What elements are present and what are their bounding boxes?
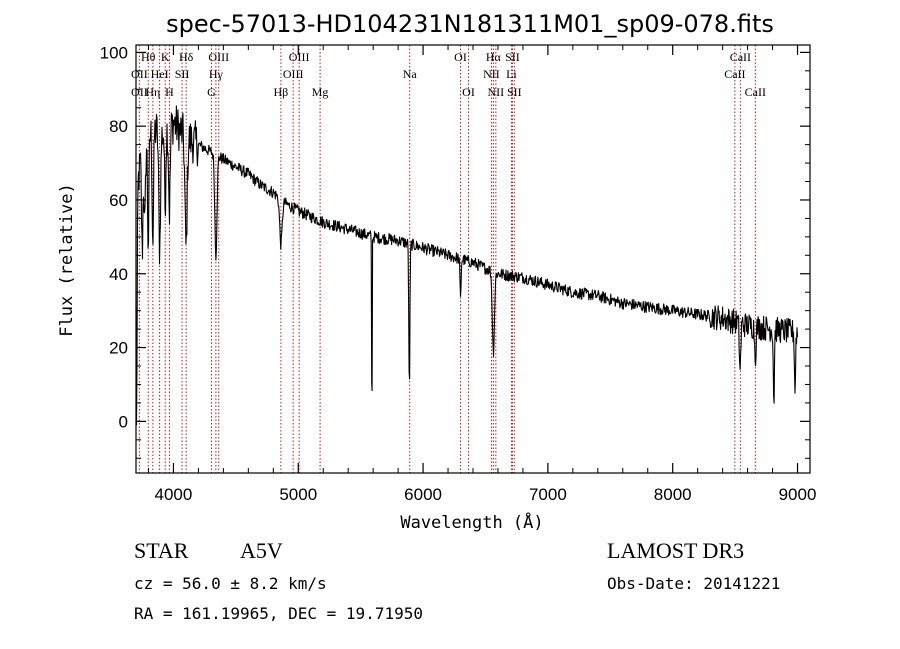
marker-label: Hη (145, 85, 160, 99)
marker-label: CaII (724, 67, 745, 81)
line-marker-group (138, 45, 756, 473)
marker-label: OIII (289, 50, 310, 64)
y-axis: 0 20 40 60 80 100 (100, 43, 810, 459)
y-tick-label: 60 (109, 191, 128, 210)
marker-label: Na (403, 67, 418, 81)
x-tick-label: 5000 (279, 485, 317, 504)
marker-label: Li (506, 67, 517, 81)
object-class: STAR (134, 538, 189, 563)
marker-label: NII (483, 67, 500, 81)
obs-date: Obs-Date: 20141221 (607, 574, 780, 593)
marker-label: Hγ (209, 67, 224, 81)
marker-label: HeI (151, 67, 169, 81)
marker-label: OIII (283, 67, 304, 81)
redshift-readout: cz = 56.0 ± 8.2 km/s (134, 574, 327, 593)
spectrum-series-line (135, 105, 799, 426)
marker-label: OIII (208, 50, 229, 64)
marker-label: Hα (486, 50, 502, 64)
x-axis-label: Wavelength (Å) (400, 511, 543, 533)
x-axis: 4000 5000 6000 7000 8000 9000 (147, 45, 817, 504)
y-tick-label: 100 (100, 43, 128, 62)
x-tick-label: 4000 (155, 485, 193, 504)
x-tick-label: 7000 (529, 485, 567, 504)
marker-label: CaII (745, 85, 766, 99)
y-axis-label: Flux (relative) (57, 183, 77, 337)
y-tick-label: 80 (109, 117, 128, 136)
y-tick-label: 20 (109, 339, 128, 358)
x-tick-label: 8000 (654, 485, 692, 504)
y-tick-label: 40 (109, 265, 128, 284)
marker-label: OII (131, 67, 148, 81)
y-tick-label: 0 (119, 412, 128, 431)
chart-title: spec-57013-HD104231N181311M01_sp09-078.f… (166, 10, 774, 38)
marker-label: Hδ (179, 50, 194, 64)
x-tick-label: 9000 (779, 485, 817, 504)
marker-label: SII (175, 67, 190, 81)
marker-label: OI (462, 85, 475, 99)
marker-label: OII (131, 85, 148, 99)
marker-label: K (161, 50, 170, 64)
marker-label: G (207, 85, 216, 99)
marker-label: Hθ (141, 50, 156, 64)
marker-label: Mg (312, 85, 329, 99)
marker-label: OI (454, 50, 467, 64)
marker-label: H (165, 85, 174, 99)
plot-frame (135, 44, 811, 474)
coordinates-readout: RA = 161.19965, DEC = 19.71950 (134, 604, 423, 623)
marker-label: SII (507, 85, 522, 99)
marker-label: SII (505, 50, 520, 64)
survey-name: LAMOST DR3 (607, 538, 744, 563)
object-subclass: A5V (240, 538, 283, 563)
marker-label: Hβ (274, 85, 289, 99)
marker-label: NII (488, 85, 505, 99)
marker-label: CaII (730, 50, 751, 64)
x-tick-label: 6000 (404, 485, 442, 504)
